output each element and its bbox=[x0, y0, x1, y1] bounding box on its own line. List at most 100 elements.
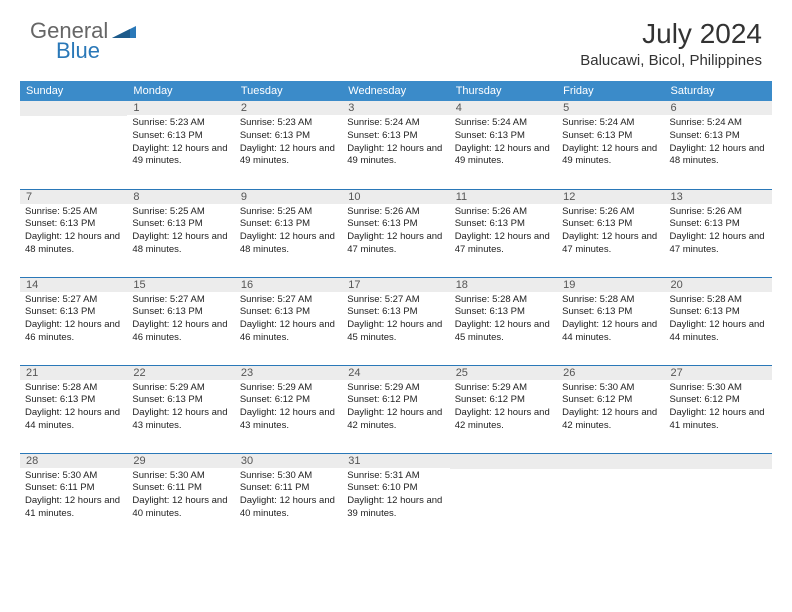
day-number-empty bbox=[450, 454, 557, 469]
calendar-week-row: 7 Sunrise: 5:25 AMSunset: 6:13 PMDaylight… bbox=[20, 189, 772, 277]
day-number: 23 bbox=[235, 366, 342, 380]
day-number-empty bbox=[20, 101, 127, 116]
sun-info: Sunrise: 5:30 AMSunset: 6:12 PMDaylight:… bbox=[562, 382, 659, 433]
sun-info: Sunrise: 5:30 AMSunset: 6:11 PMDaylight:… bbox=[240, 470, 337, 521]
day-header: Thursday bbox=[450, 81, 557, 101]
calendar-day-cell: 9 Sunrise: 5:25 AMSunset: 6:13 PMDaylight… bbox=[235, 189, 342, 277]
calendar-day-cell: 10Sunrise: 5:26 AMSunset: 6:13 PMDayligh… bbox=[342, 189, 449, 277]
sun-info: Sunrise: 5:27 AMSunset: 6:13 PMDaylight:… bbox=[132, 294, 229, 345]
day-number: 19 bbox=[557, 278, 664, 292]
sun-info: Sunrise: 5:25 AMSunset: 6:13 PMDaylight:… bbox=[25, 206, 122, 257]
calendar-day-cell: 31 Sunrise: 5:31 AMSunset: 6:10 PMDayligh… bbox=[342, 453, 449, 541]
calendar-day-cell: 26 Sunrise: 5:30 AMSunset: 6:12 PMDayligh… bbox=[557, 365, 664, 453]
month-title: July 2024 bbox=[580, 18, 762, 50]
calendar-day-cell: 12Sunrise: 5:26 AMSunset: 6:13 PMDayligh… bbox=[557, 189, 664, 277]
calendar-day-cell: 6 Sunrise: 5:24 AMSunset: 6:13 PMDaylight… bbox=[665, 101, 772, 189]
calendar-day-cell: 8 Sunrise: 5:25 AMSunset: 6:13 PMDaylight… bbox=[127, 189, 234, 277]
calendar-day-cell: 24 Sunrise: 5:29 AMSunset: 6:12 PMDayligh… bbox=[342, 365, 449, 453]
calendar-day-cell: 7 Sunrise: 5:25 AMSunset: 6:13 PMDaylight… bbox=[20, 189, 127, 277]
calendar-day-cell: 16 Sunrise: 5:27 AMSunset: 6:13 PMDayligh… bbox=[235, 277, 342, 365]
day-header: Saturday bbox=[665, 81, 772, 101]
day-number: 26 bbox=[557, 366, 664, 380]
day-header-row: Sunday Monday Tuesday Wednesday Thursday… bbox=[20, 81, 772, 101]
day-number: 9 bbox=[235, 190, 342, 204]
day-header: Monday bbox=[127, 81, 234, 101]
day-number: 8 bbox=[127, 190, 234, 204]
day-number: 17 bbox=[342, 278, 449, 292]
calendar-day-cell bbox=[20, 101, 127, 189]
day-number: 11 bbox=[450, 190, 557, 204]
calendar-day-cell: 13 Sunrise: 5:26 AMSunset: 6:13 PMDayligh… bbox=[665, 189, 772, 277]
calendar-day-cell: 19 Sunrise: 5:28 AMSunset: 6:13 PMDayligh… bbox=[557, 277, 664, 365]
day-number: 28 bbox=[20, 454, 127, 468]
day-number: 3 bbox=[342, 101, 449, 115]
calendar-day-cell bbox=[557, 453, 664, 541]
calendar-day-cell: 15 Sunrise: 5:27 AMSunset: 6:13 PMDayligh… bbox=[127, 277, 234, 365]
calendar-day-cell: 2Sunrise: 5:23 AMSunset: 6:13 PMDaylight… bbox=[235, 101, 342, 189]
sun-info: Sunrise: 5:28 AMSunset: 6:13 PMDaylight:… bbox=[670, 294, 767, 345]
logo-triangle-icon bbox=[112, 24, 136, 38]
location: Balucawi, Bicol, Philippines bbox=[580, 52, 762, 69]
day-number: 6 bbox=[665, 101, 772, 115]
sun-info: Sunrise: 5:30 AMSunset: 6:12 PMDaylight:… bbox=[670, 382, 767, 433]
day-number: 25 bbox=[450, 366, 557, 380]
day-number: 27 bbox=[665, 366, 772, 380]
day-number: 13 bbox=[665, 190, 772, 204]
day-header: Wednesday bbox=[342, 81, 449, 101]
sun-info: Sunrise: 5:27 AMSunset: 6:13 PMDaylight:… bbox=[347, 294, 444, 345]
calendar-day-cell: 29 Sunrise: 5:30 AMSunset: 6:11 PMDayligh… bbox=[127, 453, 234, 541]
sun-info: Sunrise: 5:26 AMSunset: 6:13 PMDaylight:… bbox=[562, 206, 659, 257]
day-number: 5 bbox=[557, 101, 664, 115]
sun-info: Sunrise: 5:25 AMSunset: 6:13 PMDaylight:… bbox=[132, 206, 229, 257]
sun-info: Sunrise: 5:23 AMSunset: 6:13 PMDaylight:… bbox=[132, 117, 229, 168]
calendar-day-cell: 27 Sunrise: 5:30 AMSunset: 6:12 PMDayligh… bbox=[665, 365, 772, 453]
day-header: Friday bbox=[557, 81, 664, 101]
calendar-day-cell: 20Sunrise: 5:28 AMSunset: 6:13 PMDayligh… bbox=[665, 277, 772, 365]
day-number: 15 bbox=[127, 278, 234, 292]
sun-info: Sunrise: 5:24 AMSunset: 6:13 PMDaylight:… bbox=[670, 117, 767, 168]
calendar-table: Sunday Monday Tuesday Wednesday Thursday… bbox=[20, 81, 772, 541]
calendar-day-cell: 1 Sunrise: 5:23 AMSunset: 6:13 PMDaylight… bbox=[127, 101, 234, 189]
sun-info: Sunrise: 5:29 AMSunset: 6:12 PMDaylight:… bbox=[240, 382, 337, 433]
calendar-week-row: 28 Sunrise: 5:30 AMSunset: 6:11 PMDayligh… bbox=[20, 453, 772, 541]
sun-info: Sunrise: 5:28 AMSunset: 6:13 PMDaylight:… bbox=[562, 294, 659, 345]
day-number: 21 bbox=[20, 366, 127, 380]
day-number: 1 bbox=[127, 101, 234, 115]
sun-info: Sunrise: 5:27 AMSunset: 6:13 PMDaylight:… bbox=[240, 294, 337, 345]
sun-info: Sunrise: 5:29 AMSunset: 6:13 PMDaylight:… bbox=[132, 382, 229, 433]
calendar-day-cell bbox=[450, 453, 557, 541]
sun-info: Sunrise: 5:26 AMSunset: 6:13 PMDaylight:… bbox=[347, 206, 444, 257]
day-number: 18 bbox=[450, 278, 557, 292]
calendar-day-cell: 5Sunrise: 5:24 AMSunset: 6:13 PMDaylight… bbox=[557, 101, 664, 189]
day-number: 7 bbox=[20, 190, 127, 204]
day-number: 16 bbox=[235, 278, 342, 292]
sun-info: Sunrise: 5:29 AMSunset: 6:12 PMDaylight:… bbox=[347, 382, 444, 433]
sun-info: Sunrise: 5:26 AMSunset: 6:13 PMDaylight:… bbox=[670, 206, 767, 257]
day-number: 24 bbox=[342, 366, 449, 380]
calendar-week-row: 1 Sunrise: 5:23 AMSunset: 6:13 PMDaylight… bbox=[20, 101, 772, 189]
sun-info: Sunrise: 5:31 AMSunset: 6:10 PMDaylight:… bbox=[347, 470, 444, 521]
calendar-day-cell: 18 Sunrise: 5:28 AMSunset: 6:13 PMDayligh… bbox=[450, 277, 557, 365]
day-number: 29 bbox=[127, 454, 234, 468]
day-number-empty bbox=[557, 454, 664, 469]
sun-info: Sunrise: 5:30 AMSunset: 6:11 PMDaylight:… bbox=[132, 470, 229, 521]
calendar-day-cell: 4Sunrise: 5:24 AMSunset: 6:13 PMDaylight… bbox=[450, 101, 557, 189]
sun-info: Sunrise: 5:28 AMSunset: 6:13 PMDaylight:… bbox=[25, 382, 122, 433]
logo: General Blue bbox=[30, 18, 136, 64]
calendar-day-cell: 17 Sunrise: 5:27 AMSunset: 6:13 PMDayligh… bbox=[342, 277, 449, 365]
day-header: Sunday bbox=[20, 81, 127, 101]
day-number: 2 bbox=[235, 101, 342, 115]
day-number: 14 bbox=[20, 278, 127, 292]
sun-info: Sunrise: 5:25 AMSunset: 6:13 PMDaylight:… bbox=[240, 206, 337, 257]
day-number: 22 bbox=[127, 366, 234, 380]
calendar-day-cell: 14Sunrise: 5:27 AMSunset: 6:13 PMDayligh… bbox=[20, 277, 127, 365]
calendar-day-cell: 30Sunrise: 5:30 AMSunset: 6:11 PMDayligh… bbox=[235, 453, 342, 541]
header: General Blue July 2024 Balucawi, Bicol, … bbox=[0, 0, 792, 75]
day-number-empty bbox=[665, 454, 772, 469]
calendar-day-cell: 11 Sunrise: 5:26 AMSunset: 6:13 PMDayligh… bbox=[450, 189, 557, 277]
sun-info: Sunrise: 5:26 AMSunset: 6:13 PMDaylight:… bbox=[455, 206, 552, 257]
sun-info: Sunrise: 5:28 AMSunset: 6:13 PMDaylight:… bbox=[455, 294, 552, 345]
calendar-day-cell bbox=[665, 453, 772, 541]
day-header: Tuesday bbox=[235, 81, 342, 101]
day-number: 31 bbox=[342, 454, 449, 468]
